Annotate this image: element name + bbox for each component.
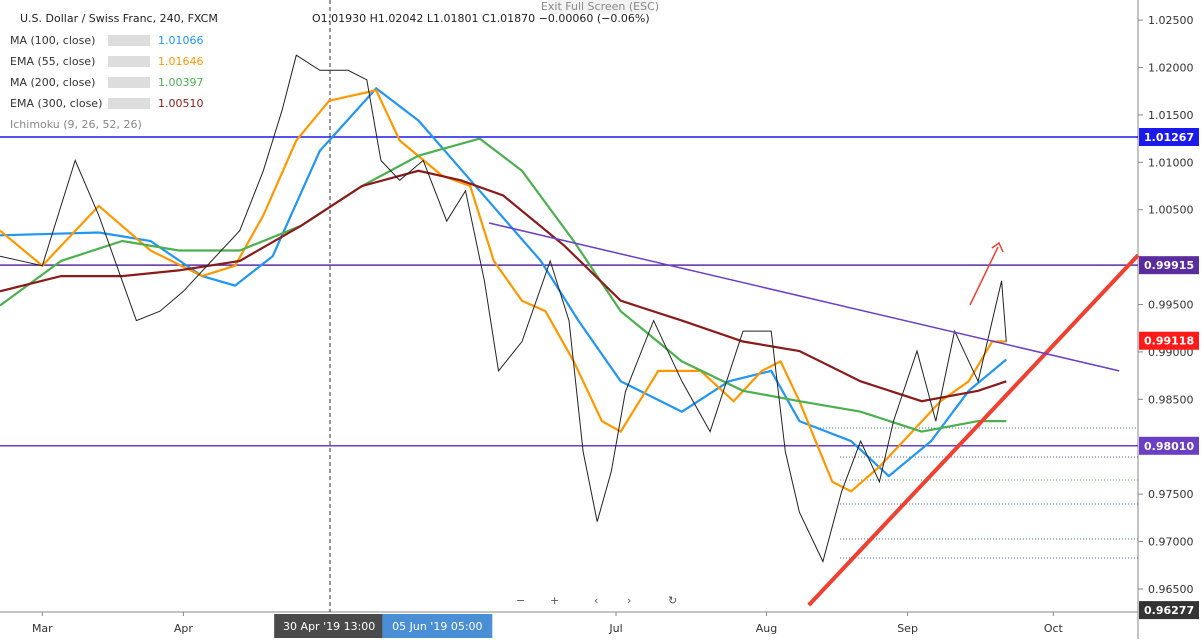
legend-name: EMA (55, close) bbox=[10, 55, 95, 68]
scroll-right[interactable]: › bbox=[627, 594, 631, 607]
price-tag-label: 1.01267 bbox=[1144, 131, 1194, 144]
y-tick-label: 1.00500 bbox=[1148, 204, 1194, 217]
reset[interactable]: ↻ bbox=[668, 594, 677, 607]
legend-value: 1.01646 bbox=[158, 55, 204, 68]
zoom-controls: − + ‹ › ↻ bbox=[516, 594, 677, 607]
y-tick-label: 1.02500 bbox=[1148, 14, 1194, 27]
hint-box bbox=[548, 0, 652, 14]
legend-name: MA (100, close) bbox=[10, 34, 95, 47]
x-tick-label: Aug bbox=[756, 622, 777, 635]
zoom-out[interactable]: − bbox=[516, 594, 525, 607]
crosshair-tag-label: 30 Apr '19 13:00 bbox=[283, 620, 375, 633]
ohlc: O1.01930 H1.02042 L1.01801 C1.01870 −0.0… bbox=[312, 12, 650, 25]
legend-value: 1.00397 bbox=[158, 76, 204, 89]
y-tick-label: 0.99500 bbox=[1148, 299, 1194, 312]
trendline bbox=[807, 253, 1140, 607]
zoom-in[interactable]: + bbox=[550, 594, 559, 607]
y-tick-label: 0.98500 bbox=[1148, 393, 1194, 406]
crosshair-tag bbox=[274, 614, 385, 638]
price-line bbox=[0, 54, 1007, 563]
plot bbox=[0, 54, 1140, 607]
y-tick-label: 1.01500 bbox=[1148, 109, 1194, 122]
legend-icons bbox=[108, 35, 150, 46]
crosshair-tag-label: 05 Jun '19 05:00 bbox=[392, 620, 482, 633]
legend-icons bbox=[108, 56, 150, 67]
price-tag bbox=[1139, 601, 1199, 620]
price-tag bbox=[1139, 256, 1199, 275]
y-tick-label: 0.96500 bbox=[1148, 583, 1194, 596]
crosshair-tag bbox=[382, 614, 493, 638]
x-tick-label: Sep bbox=[897, 622, 918, 635]
x-tick-label: Mar bbox=[32, 622, 53, 635]
price-tag-label: 0.99118 bbox=[1144, 335, 1194, 348]
legend-icons bbox=[108, 77, 150, 88]
trendline bbox=[488, 222, 1120, 372]
chart-title: U.S. Dollar / Swiss Franc, 240, FXCM bbox=[20, 12, 218, 25]
price-tag bbox=[1139, 331, 1199, 350]
price-tag-label: 0.98010 bbox=[1144, 440, 1194, 453]
indicator-label: Ichimoku (9, 26, 52, 26) bbox=[10, 118, 142, 131]
fib-lines bbox=[820, 427, 1138, 559]
ma-line bbox=[0, 169, 1007, 403]
arrow-head bbox=[991, 241, 1004, 253]
legend-icons bbox=[108, 98, 150, 109]
x-tick-label: Jul bbox=[608, 622, 622, 635]
price-tag bbox=[1139, 436, 1199, 455]
scroll-left[interactable]: ‹ bbox=[594, 594, 598, 607]
y-tick-label: 0.97000 bbox=[1148, 536, 1194, 549]
x-tick-label: Apr bbox=[174, 622, 194, 635]
ma-line bbox=[0, 137, 1007, 433]
legend-value: 1.00510 bbox=[158, 97, 204, 110]
price-tag-label: 0.99915 bbox=[1144, 259, 1194, 272]
x-tick-label: Oct bbox=[1044, 622, 1064, 635]
y-tick-label: 0.97500 bbox=[1148, 488, 1194, 501]
price-tag-label: 0.96277 bbox=[1144, 604, 1194, 617]
legend-value: 1.01066 bbox=[158, 34, 204, 47]
legend-name: MA (200, close) bbox=[10, 76, 95, 89]
y-tick-label: 1.01000 bbox=[1148, 156, 1194, 169]
fullscreen-hint[interactable]: Exit Full Screen (ESC) bbox=[541, 0, 659, 13]
price-tag bbox=[1139, 128, 1199, 147]
legend-name: EMA (300, close) bbox=[10, 97, 102, 110]
arrow bbox=[969, 246, 999, 306]
y-tick-label: 1.02000 bbox=[1148, 62, 1194, 75]
